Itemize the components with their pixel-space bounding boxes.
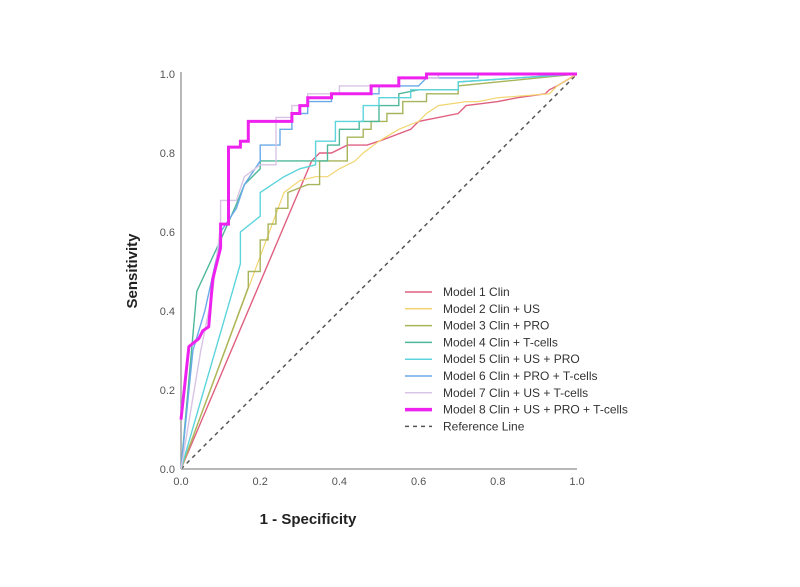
legend-label-reference: Reference Line: [443, 419, 525, 433]
legend-label: Model 5 Clin + US + PRO: [443, 352, 580, 366]
legend-label: Model 1 Clin: [443, 285, 510, 299]
legend-item: Model 6 Clin + PRO + T-cells: [405, 369, 598, 383]
series-lines: [179, 72, 578, 470]
series-line-model-5: [180, 73, 578, 470]
legend-label: Model 3 Clin + PRO: [443, 319, 549, 333]
legend-item-reference: Reference Line: [405, 419, 525, 433]
x-tick-label: 0.6: [411, 476, 426, 488]
x-tick-label: 0.0: [173, 476, 188, 488]
legend-label: Model 6 Clin + PRO + T-cells: [443, 369, 598, 383]
y-tick-label: 0.8: [160, 148, 175, 160]
y-tick-label: 0.0: [160, 464, 175, 476]
y-tick-label: 0.4: [160, 306, 175, 318]
y-tick-label: 0.6: [160, 227, 175, 239]
x-tick-label: 0.8: [490, 476, 505, 488]
y-axis-title: Sensitivity: [124, 233, 141, 309]
plot-area: 0.0 0.2 0.4 0.6 0.8 1.0 0.0 0.2 0.4 0.6 0.8 1.0: [160, 69, 585, 488]
x-tick-labels: 0.0 0.2 0.4 0.6 0.8 1.0: [173, 476, 584, 488]
series-line-model-8: [179, 72, 577, 420]
series-line-model-2: [180, 73, 578, 470]
x-tick-label: 0.4: [332, 476, 347, 488]
x-axis-title: 1 - Specificity: [260, 511, 357, 528]
reference-line: [180, 73, 578, 470]
legend-item: Model 5 Clin + US + PRO: [405, 352, 580, 366]
y-tick-label: 1.0: [160, 69, 175, 81]
series-line-model-3: [180, 73, 578, 470]
legend: Model 1 Clin Model 2 Clin + US Model 3 Cli…: [405, 285, 628, 433]
legend-item: Model 1 Clin: [405, 285, 510, 299]
x-tick-label: 0.2: [253, 476, 268, 488]
legend-item: Model 7 Clin + US + T-cells: [405, 386, 588, 400]
legend-label: Model 2 Clin + US: [443, 302, 540, 316]
legend-item: Model 3 Clin + PRO: [405, 319, 549, 333]
legend-item: Model 8 Clin + US + PRO + T-cells: [405, 403, 628, 417]
legend-label: Model 7 Clin + US + T-cells: [443, 386, 588, 400]
legend-item: Model 2 Clin + US: [405, 302, 540, 316]
y-tick-labels: 0.0 0.2 0.4 0.6 0.8 1.0: [160, 69, 175, 476]
legend-label: Model 8 Clin + US + PRO + T-cells: [443, 403, 628, 417]
y-tick-label: 0.2: [160, 385, 175, 397]
legend-item: Model 4 Clin + T-cells: [405, 335, 558, 349]
x-tick-label: 1.0: [569, 476, 584, 488]
legend-label: Model 4 Clin + T-cells: [443, 335, 558, 349]
